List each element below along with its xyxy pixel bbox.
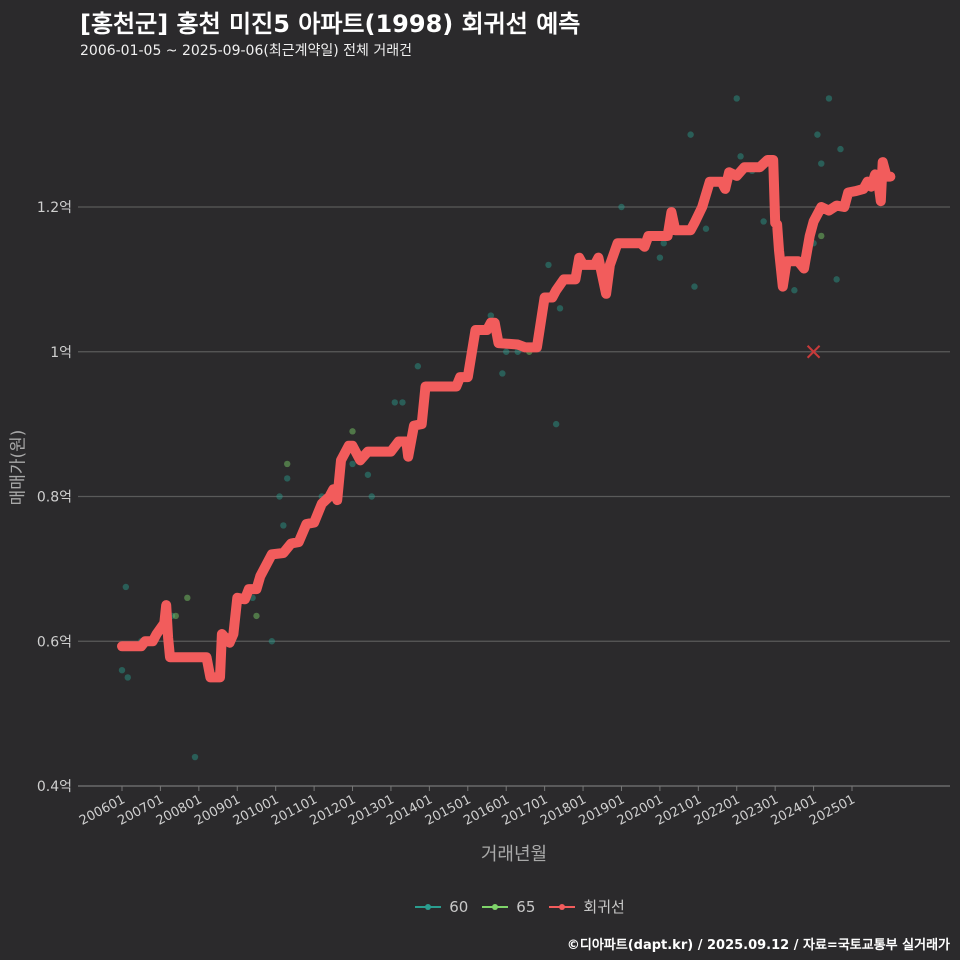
series-65-point	[172, 612, 179, 620]
chart-title: [홍천군] 홍천 미진5 아파트(1998) 회귀선 예측	[80, 10, 581, 38]
y-axis-label: 매매가(원)	[8, 429, 29, 506]
series-60-point	[268, 638, 276, 645]
series-60-point	[818, 160, 825, 167]
legend-key-65	[482, 901, 509, 913]
legend-key-60	[415, 901, 442, 913]
legend-label-60: 60	[449, 897, 469, 916]
series-60-point	[118, 667, 126, 674]
y-axis-label-wrap: 매매가(원)	[4, 430, 29, 506]
series-60-point	[276, 493, 283, 500]
series-60-point	[499, 370, 506, 377]
legend-item-regression: 회귀선	[549, 896, 625, 917]
y-axis-ticks: 0.4억 0.6억 0.8억 1억 1.2억	[37, 200, 72, 795]
series-60-point	[122, 583, 130, 591]
series-60-point	[702, 225, 710, 232]
series-60-point	[556, 305, 564, 312]
y-tick-label: 1.2억	[37, 200, 72, 216]
legend-label-65: 65	[516, 897, 536, 916]
series-60-point	[280, 522, 287, 529]
series-60-point	[552, 420, 560, 428]
series-60-point	[833, 276, 840, 283]
x-marker	[806, 345, 821, 359]
series-60-point	[837, 145, 844, 153]
source-credit: ©디아파트(dapt.kr) / 2025.09.12 / 자료=국토교통부 실…	[566, 938, 950, 953]
series-60-point	[545, 261, 552, 269]
legend-key-regression	[549, 901, 576, 913]
series-65-point	[818, 232, 825, 240]
series-60-point	[487, 312, 495, 319]
series-60-point	[349, 460, 356, 468]
y-tick-label: 1억	[50, 345, 72, 361]
series-60-point	[124, 674, 131, 681]
legend-item-60: 60	[415, 896, 468, 917]
series-60-point	[391, 399, 398, 406]
series-60-point	[814, 131, 821, 138]
series-60-point	[691, 283, 698, 290]
series-60-point	[503, 348, 510, 355]
x-axis-label: 거래년월	[480, 844, 548, 865]
series-60-point	[656, 254, 664, 261]
series-60-point	[399, 399, 406, 406]
legend-label-regression: 회귀선	[583, 898, 625, 916]
regression-line	[117, 155, 896, 683]
legend: 60 65 회귀선	[0, 896, 960, 917]
chart-subtitle: 2006-01-05 ~ 2025-09-06(최근계약일) 전체 거래건	[80, 43, 412, 59]
series-65-point	[284, 460, 291, 468]
series-60-point	[368, 493, 375, 500]
series-60-point	[191, 753, 199, 761]
series-60-point	[737, 153, 744, 160]
y-tick-label: 0.4억	[37, 779, 72, 795]
y-tick-label: 0.8억	[37, 490, 72, 506]
grid	[78, 206, 950, 787]
series-60-point	[284, 475, 291, 482]
annotations	[806, 345, 821, 359]
series-60-point	[618, 203, 625, 211]
x-axis-ticks: 2006012007012008012009012010012011012012…	[77, 786, 858, 829]
series-60-point	[660, 239, 667, 247]
series-60-point	[733, 95, 740, 102]
series-60-point	[791, 287, 798, 294]
series-60-point	[760, 218, 767, 225]
series-60-points	[118, 95, 867, 761]
series-65-point	[184, 594, 191, 602]
y-tick-label: 0.6억	[37, 634, 72, 650]
series-65-point	[349, 428, 356, 435]
series-65-point	[253, 612, 260, 620]
regression-line-group	[117, 155, 896, 683]
series-60-point	[364, 471, 372, 478]
legend-item-65: 65	[482, 896, 535, 917]
series-60-point	[414, 363, 422, 370]
series-60-point	[825, 95, 833, 102]
series-60-point	[687, 131, 694, 138]
